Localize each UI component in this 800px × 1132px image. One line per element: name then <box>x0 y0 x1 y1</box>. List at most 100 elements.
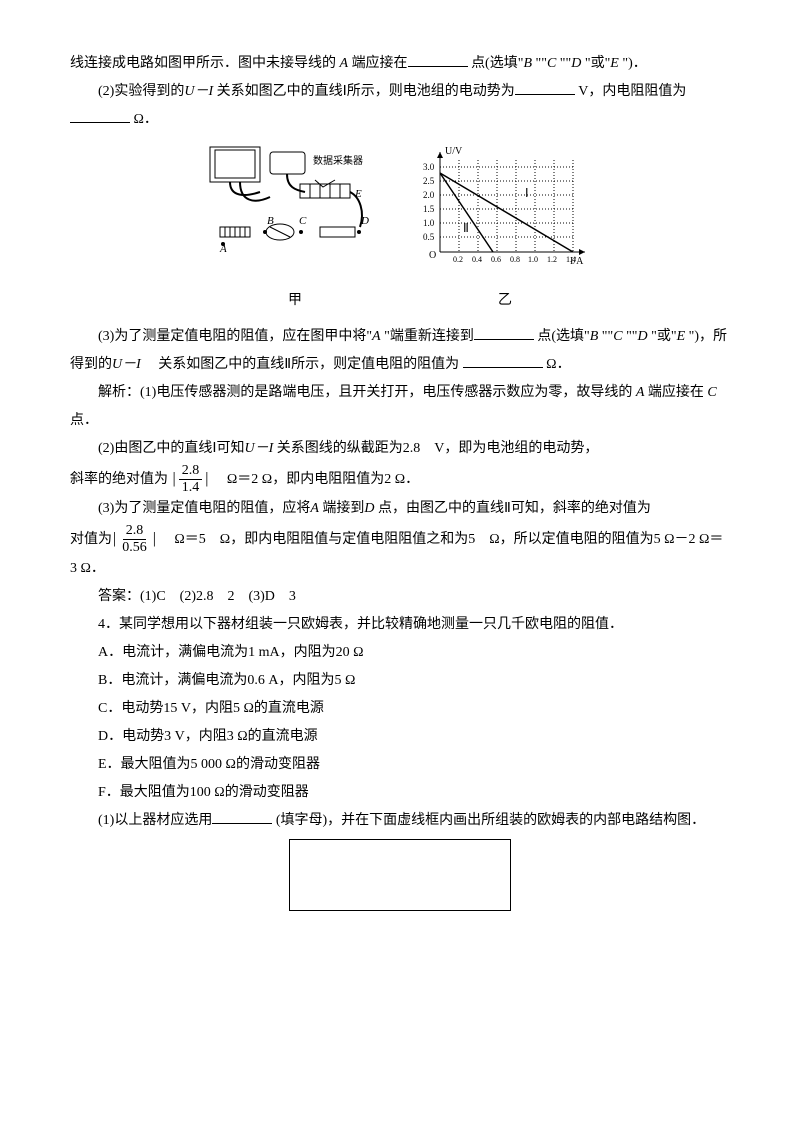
t: "" <box>602 329 613 344</box>
t: 端应接在 <box>352 56 408 71</box>
drawing-box <box>289 839 511 911</box>
blank <box>212 809 272 824</box>
q4-B: B．电流计，满偏电流为0.6 A，内阻为5 Ω <box>70 667 730 695</box>
abs: 2.81.4 <box>172 463 210 495</box>
t: V，内电阻阻值为 <box>578 84 686 99</box>
lbl-B: B <box>267 215 274 227</box>
label-II: Ⅱ <box>463 221 469 235</box>
label-I: Ⅰ <box>525 186 529 200</box>
xt: 0.6 <box>491 255 501 264</box>
figure-row: 数据采集器 E A B <box>70 142 730 315</box>
t: "端重新连接到 <box>384 329 474 344</box>
line-II <box>440 173 493 252</box>
q4-F: F．最大阻值为100 Ω的滑动变阻器 <box>70 779 730 807</box>
xt: 0.8 <box>510 255 520 264</box>
t: 解析：(1)电压传感器测的是路端电压，且开关打开，电压传感器示数应为零，故导线的 <box>98 385 632 400</box>
q4-E: E．最大阻值为5 000 Ω的滑动变阻器 <box>70 751 730 779</box>
yt: 2.0 <box>423 190 435 200</box>
q4-p1: (1)以上器材应选用 (填字母)，并在下面虚线框内画出所组装的欧姆表的内部电路结… <box>70 807 730 835</box>
t: (1)以上器材应选用 <box>98 813 212 828</box>
blank <box>463 353 543 368</box>
caption-right: 乙 <box>415 287 595 315</box>
den: 1.4 <box>179 480 203 495</box>
ui: U－I <box>112 357 141 372</box>
sol3b: 对值为2.80.56 Ω＝5 Ω，即内电阻阻值与定值电阻阻值之和为5 Ω，所以定… <box>70 523 730 583</box>
var-A: A <box>636 385 645 400</box>
q1-p2: (2)实验得到的U－I 关系如图乙中的直线Ⅰ所示，则电池组的电动势为 V，内电阻… <box>70 78 730 134</box>
origin: O <box>429 250 436 261</box>
q4-A: A．电流计，满偏电流为1 mA，内阻为20 Ω <box>70 639 730 667</box>
t: (3)为了测量定值电阻的阻值，应在图甲中将" <box>98 329 372 344</box>
chart-figure: U/V I/A O 0.5 1.0 1.5 2.0 2.5 3.0 <box>415 142 595 315</box>
sol2a: (2)由图乙中的直线Ⅰ可知U－I 关系图线的纵截距为2.8 V，即为电池组的电动… <box>70 435 730 463</box>
answer: 答案：(1)C (2)2.8 2 (3)D 3 <box>70 583 730 611</box>
circuit-figure: 数据采集器 E A B <box>205 142 385 315</box>
q4-stem: 4．某同学想用以下器材组装一只欧姆表，并比较精确地测量一只几千欧电阻的阻值． <box>70 611 730 639</box>
t: 端接到 <box>322 501 364 516</box>
var-B: B <box>590 329 599 344</box>
xt: 1.4 <box>566 255 576 264</box>
xt: 0.2 <box>453 255 463 264</box>
var-D: D <box>364 501 374 516</box>
t: 关系如图乙中的直线Ⅱ所示，则定值电阻的阻值为 <box>144 357 459 372</box>
q1-p1: 线连接成电路如图甲所示．图中未接导线的 A 端应接在 点(选填"B ""C ""… <box>70 50 730 78</box>
var-C: C <box>547 56 556 71</box>
num: 2.8 <box>179 463 203 479</box>
line-I <box>440 173 573 252</box>
var-C: C <box>707 385 716 400</box>
t: 点． <box>70 413 98 428</box>
t: "或" <box>651 329 676 344</box>
fraction: 2.81.4 <box>179 463 203 495</box>
q1-p3: (3)为了测量定值电阻的阻值，应在图甲中将"A "端重新连接到 点(选填"B "… <box>70 323 730 379</box>
var-E: E <box>610 56 619 71</box>
grid <box>440 160 575 252</box>
chart-svg: U/V I/A O 0.5 1.0 1.5 2.0 2.5 3.0 <box>415 142 595 272</box>
t: Ω＝2 Ω，即内电阻阻值为2 Ω． <box>213 472 419 487</box>
var-A: A <box>340 56 349 71</box>
t: Ω． <box>134 112 158 127</box>
xt: 0.4 <box>472 255 482 264</box>
t: 点(选填" <box>537 329 589 344</box>
sol3a: (3)为了测量定值电阻的阻值，应将A 端接到D 点，由图乙中的直线Ⅱ可知，斜率的… <box>70 495 730 523</box>
var-A: A <box>310 501 319 516</box>
t: "" <box>626 329 637 344</box>
yt: 0.5 <box>423 232 435 242</box>
ui: U－I <box>184 84 213 99</box>
sol2b: 斜率的绝对值为 2.81.4 Ω＝2 Ω，即内电阻阻值为2 Ω． <box>70 463 730 495</box>
yt: 1.0 <box>423 218 435 228</box>
t: 斜率的绝对值为 <box>70 472 168 487</box>
data-label: 数据采集器 <box>313 154 363 167</box>
t: 关系如图乙中的直线Ⅰ所示，则电池组的电动势为 <box>217 84 515 99</box>
lbl-C: C <box>299 215 307 227</box>
page: 线连接成电路如图甲所示．图中未接导线的 A 端应接在 点(选填"B ""C ""… <box>0 0 800 1132</box>
t: 点(选填" <box>471 56 523 71</box>
yt: 2.5 <box>423 176 435 186</box>
q4-D: D．电动势3 V，内阻3 Ω的直流电源 <box>70 723 730 751</box>
ylabel: U/V <box>445 146 463 157</box>
sol1: 解析：(1)电压传感器测的是路端电压，且开关打开，电压传感器示数应为零，故导线的… <box>70 379 730 435</box>
var-C: C <box>613 329 622 344</box>
blank <box>474 325 534 340</box>
t: 关系图线的纵截距为2.8 V，即为电池组的电动势， <box>277 441 599 456</box>
var-D: D <box>571 56 581 71</box>
var-D: D <box>638 329 648 344</box>
var-A: A <box>372 329 381 344</box>
blank <box>515 80 575 95</box>
q4-C: C．电动势15 V，内阻5 Ω的直流电源 <box>70 695 730 723</box>
t: (2)由图乙中的直线Ⅰ可知 <box>98 441 244 456</box>
yt: 3.0 <box>423 162 435 172</box>
ui: U－I <box>244 441 273 456</box>
blank <box>70 108 130 123</box>
var-B: B <box>523 56 532 71</box>
abs: 2.80.56 <box>112 523 157 555</box>
t: Ω． <box>546 357 570 372</box>
yticks: 0.5 1.0 1.5 2.0 2.5 3.0 <box>423 162 435 242</box>
t: "或" <box>585 56 610 71</box>
circuit-svg: 数据采集器 E A B <box>205 142 385 272</box>
t: "" <box>536 56 547 71</box>
var-E: E <box>677 329 686 344</box>
t: Ω＝5 Ω，即内电阻阻值与定值电阻阻值之和为5 Ω，所以定值电阻的阻值为5 Ω－… <box>70 532 723 576</box>
t: (2)实验得到的 <box>98 84 184 99</box>
t: (3)为了测量定值电阻的阻值，应将 <box>98 501 310 516</box>
t: 点，由图乙中的直线Ⅱ可知，斜率的绝对值为 <box>378 501 651 516</box>
